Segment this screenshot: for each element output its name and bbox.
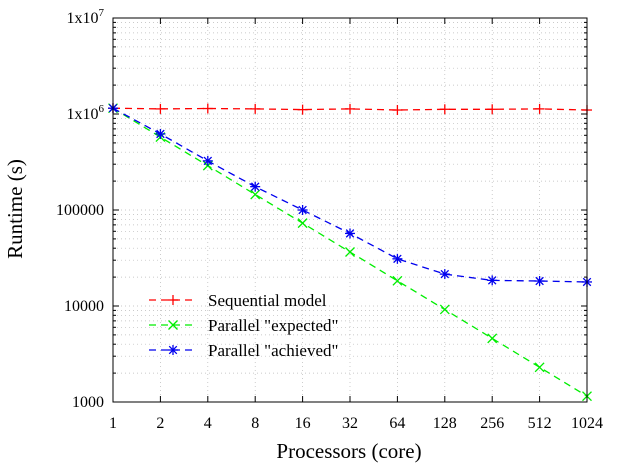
legend-label: Parallel "expected" bbox=[208, 316, 338, 335]
legend-marker bbox=[168, 345, 178, 355]
data-point bbox=[345, 228, 355, 239]
legend-marker bbox=[168, 320, 178, 330]
x-tick-label: 64 bbox=[389, 415, 405, 432]
data-point bbox=[202, 103, 213, 114]
series-0 bbox=[108, 103, 592, 116]
legend-label: Sequential model bbox=[208, 291, 327, 310]
legend-entry: Parallel "achieved" bbox=[149, 341, 338, 360]
data-point bbox=[202, 155, 213, 166]
x-tick-label: 128 bbox=[433, 415, 457, 432]
x-tick-label: 512 bbox=[528, 415, 552, 432]
data-point bbox=[534, 276, 545, 287]
data-point bbox=[155, 103, 166, 114]
y-tick-label: 100000 bbox=[56, 202, 104, 219]
data-point bbox=[487, 333, 498, 344]
x-tick-label: 32 bbox=[342, 415, 358, 432]
data-point bbox=[487, 275, 498, 286]
data-point bbox=[487, 104, 498, 115]
x-tick-label: 2 bbox=[156, 415, 164, 432]
data-point bbox=[439, 104, 450, 115]
data-point bbox=[345, 247, 355, 257]
y-tick-label: 10000 bbox=[64, 298, 104, 315]
data-point bbox=[297, 205, 308, 215]
y-axis-title: Runtime (s) bbox=[3, 159, 27, 259]
x-tick-label: 8 bbox=[251, 415, 259, 432]
legend-entry: Sequential model bbox=[149, 291, 327, 310]
x-tick-label: 256 bbox=[480, 415, 504, 432]
series-2 bbox=[108, 103, 592, 287]
y-tick-label: 1000 bbox=[72, 394, 104, 411]
data-point bbox=[439, 304, 450, 315]
data-point bbox=[439, 269, 450, 280]
legend: Sequential model Parallel "expected" Paral… bbox=[149, 291, 338, 360]
x-tick-label: 4 bbox=[204, 415, 212, 432]
data-point bbox=[392, 275, 403, 286]
x-tick-label: 16 bbox=[295, 415, 311, 432]
x-tick-label: 1024 bbox=[571, 415, 603, 432]
y-tick-label: 1x107 bbox=[67, 7, 105, 27]
data-point bbox=[250, 189, 261, 200]
y-tick-label: 1x106 bbox=[67, 103, 105, 123]
data-point bbox=[250, 181, 261, 192]
x-axis-title: Processors (core) bbox=[276, 439, 421, 463]
series-layer bbox=[108, 103, 592, 402]
data-point bbox=[392, 105, 403, 116]
data-point bbox=[345, 103, 355, 114]
data-point bbox=[297, 218, 308, 229]
data-point bbox=[155, 128, 166, 139]
data-point bbox=[534, 103, 545, 114]
legend-label: Parallel "achieved" bbox=[208, 341, 338, 360]
data-point bbox=[297, 104, 308, 115]
legend-entry: Parallel "expected" bbox=[149, 316, 338, 335]
x-tick-label: 1 bbox=[109, 415, 117, 432]
data-point bbox=[392, 253, 403, 264]
grid-layer bbox=[113, 18, 587, 402]
data-point bbox=[250, 103, 261, 114]
legend-marker bbox=[168, 295, 178, 305]
data-point bbox=[534, 362, 545, 373]
tick-layer: 1 2 4 8 16 32 64 128 256 512 1024 1000 10000 100000 1x… bbox=[56, 7, 603, 432]
